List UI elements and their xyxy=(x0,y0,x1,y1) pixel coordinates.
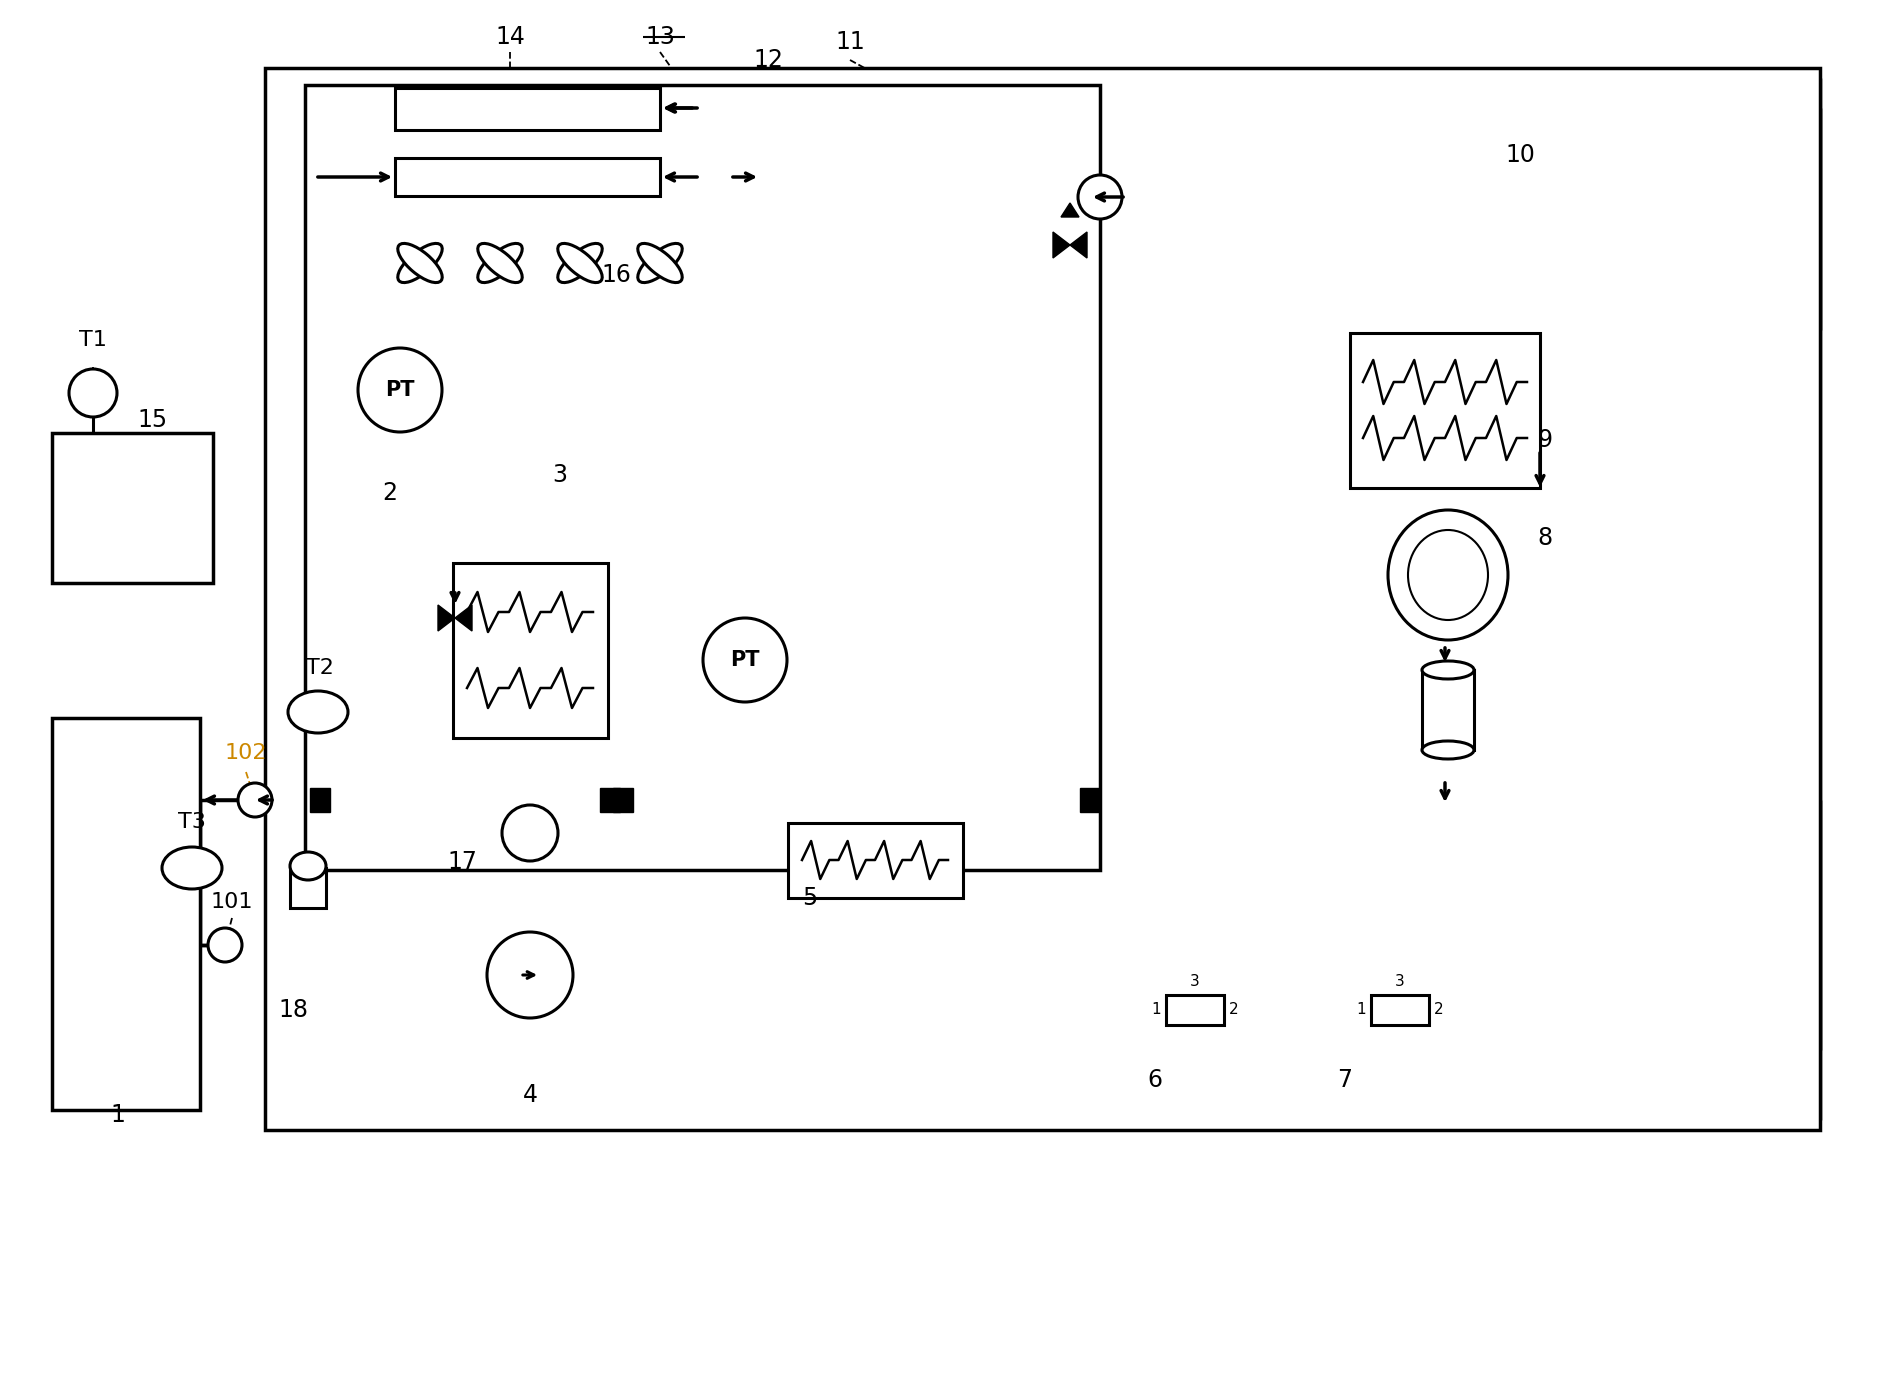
Text: 14: 14 xyxy=(495,25,525,50)
Text: PT: PT xyxy=(385,380,415,400)
Text: T2: T2 xyxy=(307,659,334,678)
Polygon shape xyxy=(601,788,620,812)
Text: 3: 3 xyxy=(1395,973,1404,988)
Bar xyxy=(788,823,963,897)
Text: T1: T1 xyxy=(80,329,106,350)
Text: 3: 3 xyxy=(1190,973,1200,988)
Ellipse shape xyxy=(290,852,326,881)
Bar xyxy=(394,88,659,130)
Text: 101: 101 xyxy=(210,892,254,912)
Polygon shape xyxy=(455,605,472,631)
Bar xyxy=(1349,332,1541,488)
Text: 1: 1 xyxy=(1150,1003,1162,1017)
Bar xyxy=(290,868,326,908)
Bar xyxy=(1370,995,1429,1025)
Polygon shape xyxy=(1071,232,1088,258)
Circle shape xyxy=(502,805,557,861)
Ellipse shape xyxy=(1387,510,1508,639)
Ellipse shape xyxy=(161,847,222,889)
Text: 5: 5 xyxy=(802,886,817,909)
Bar xyxy=(453,562,608,737)
Ellipse shape xyxy=(398,244,442,282)
Text: 4: 4 xyxy=(523,1083,538,1107)
Ellipse shape xyxy=(557,244,603,282)
Text: 2: 2 xyxy=(1230,1003,1239,1017)
Text: 17: 17 xyxy=(447,850,478,874)
Polygon shape xyxy=(311,788,330,812)
Ellipse shape xyxy=(557,244,603,282)
Text: 13: 13 xyxy=(644,25,675,50)
Text: PT: PT xyxy=(730,650,760,670)
Polygon shape xyxy=(612,788,633,812)
Ellipse shape xyxy=(639,244,682,282)
Polygon shape xyxy=(438,605,455,631)
Circle shape xyxy=(239,783,273,817)
Ellipse shape xyxy=(1421,661,1474,679)
Text: 2: 2 xyxy=(383,481,398,504)
Bar xyxy=(51,718,201,1111)
Text: 10: 10 xyxy=(1505,143,1535,167)
Polygon shape xyxy=(1061,203,1078,216)
Ellipse shape xyxy=(288,690,349,733)
Text: 9: 9 xyxy=(1537,429,1552,452)
Text: 12: 12 xyxy=(752,48,783,72)
Text: 16: 16 xyxy=(601,263,631,287)
Ellipse shape xyxy=(1408,531,1488,620)
Circle shape xyxy=(703,617,786,701)
Text: 18: 18 xyxy=(279,998,309,1022)
Bar xyxy=(305,85,1099,870)
Text: 102: 102 xyxy=(226,743,267,763)
Text: 2: 2 xyxy=(1435,1003,1444,1017)
Ellipse shape xyxy=(478,244,523,282)
Text: 7: 7 xyxy=(1338,1068,1353,1091)
Circle shape xyxy=(68,369,117,418)
Text: 8: 8 xyxy=(1537,526,1552,550)
Text: 1: 1 xyxy=(110,1102,125,1127)
Text: 6: 6 xyxy=(1148,1068,1162,1091)
Bar xyxy=(51,433,212,583)
Polygon shape xyxy=(1080,788,1099,812)
Ellipse shape xyxy=(478,244,523,282)
Ellipse shape xyxy=(639,244,682,282)
Bar xyxy=(394,158,659,196)
Text: 15: 15 xyxy=(136,408,167,431)
Polygon shape xyxy=(1054,232,1071,258)
Ellipse shape xyxy=(1421,741,1474,759)
Text: 1: 1 xyxy=(1357,1003,1366,1017)
Circle shape xyxy=(358,349,442,431)
Circle shape xyxy=(208,927,243,962)
Text: T3: T3 xyxy=(178,812,207,832)
Bar xyxy=(1165,995,1224,1025)
Circle shape xyxy=(487,932,572,1018)
Ellipse shape xyxy=(398,244,442,282)
Text: 11: 11 xyxy=(836,30,864,54)
Text: 3: 3 xyxy=(553,463,567,486)
Bar xyxy=(1421,670,1474,750)
Bar xyxy=(265,68,1819,1130)
Circle shape xyxy=(1078,175,1122,219)
